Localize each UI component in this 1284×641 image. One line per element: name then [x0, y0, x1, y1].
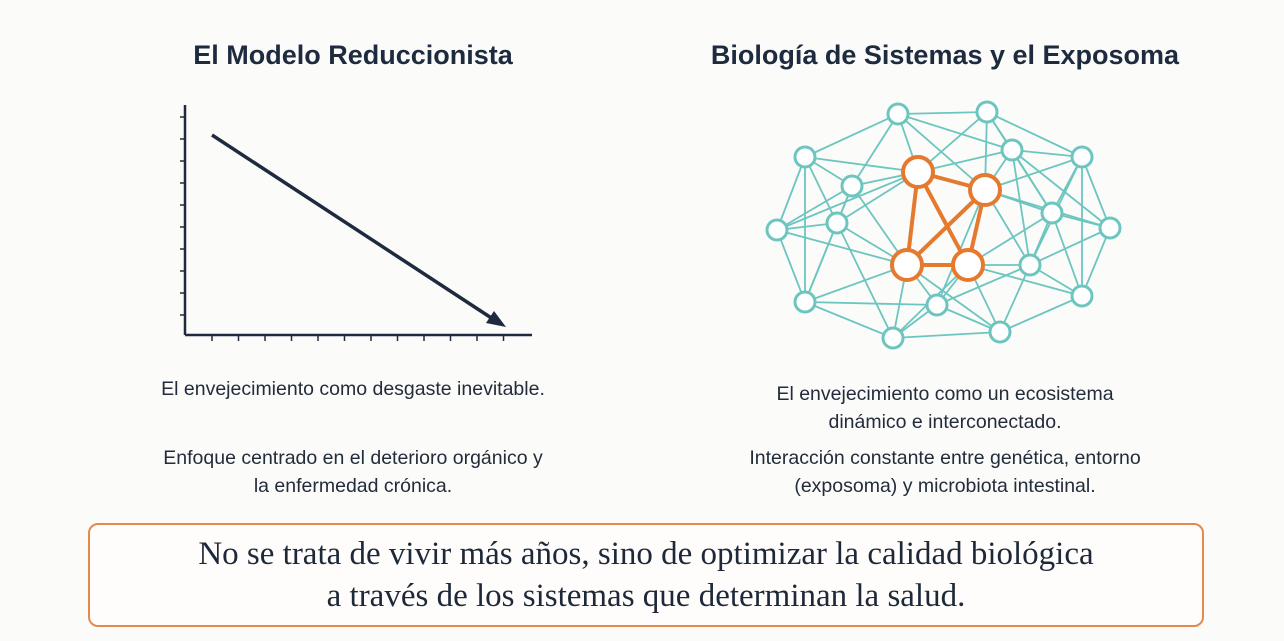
network-edge	[1081, 156, 1111, 229]
hub-edge	[905, 188, 987, 267]
network-edge	[1051, 212, 1083, 297]
systems-biology-desc-2: Interacción constante entre genética, en…	[749, 447, 1141, 497]
network-node	[793, 145, 817, 169]
hub-edge	[916, 171, 970, 266]
network-node	[765, 218, 789, 242]
network-edge	[906, 264, 1001, 333]
network-edge	[804, 185, 853, 303]
network-edge	[986, 111, 1083, 158]
network-edge	[897, 113, 1013, 151]
network-edge	[897, 111, 988, 115]
network-edge	[804, 264, 908, 303]
network-edge	[999, 264, 1031, 333]
network-node	[793, 290, 817, 314]
network-node	[825, 211, 849, 235]
network-edge	[851, 113, 899, 187]
hub-node	[951, 248, 985, 282]
reductionist-panel: El Modelo Reduccionista El envejecimient…	[0, 0, 642, 510]
hub-node	[968, 173, 1002, 207]
network-edge	[804, 156, 919, 173]
systems-biology-desc-1: El envejecimiento como un ecosistema din…	[776, 383, 1114, 433]
network-edge	[804, 301, 894, 339]
network-edge	[1029, 227, 1111, 266]
network-edge	[776, 185, 853, 231]
network-node	[975, 100, 999, 124]
network-edge	[804, 156, 838, 224]
network-edge	[804, 113, 899, 158]
network-node	[1040, 201, 1064, 225]
network-edge	[1081, 227, 1111, 297]
key-message-box: No se trata de vivir más años, sino de o…	[88, 523, 1204, 627]
network-edge	[892, 331, 1001, 339]
network-node	[988, 320, 1012, 344]
network-edge	[967, 264, 1083, 297]
network-edge	[1011, 149, 1083, 158]
network-node	[925, 293, 949, 317]
network-edge	[1011, 149, 1053, 214]
network-node	[1098, 216, 1122, 240]
reductionist-desc-2: Enfoque centrado en el deterioro orgánic…	[163, 447, 543, 497]
network-edge	[1011, 149, 1111, 229]
hub-node	[890, 248, 924, 282]
decline-line	[211, 133, 497, 323]
systems-biology-title: Biología de Sistemas y el Exposoma	[710, 40, 1180, 70]
network-node	[886, 102, 910, 126]
network-edge	[936, 189, 986, 306]
network-edge	[804, 301, 938, 306]
network-node	[1070, 284, 1094, 308]
network-graph-icon	[765, 100, 1122, 350]
key-message-text: No se trata de vivir más años, sino de o…	[198, 536, 1094, 614]
network-edge	[776, 171, 919, 231]
network-edge	[1011, 149, 1031, 266]
network-edge	[999, 295, 1083, 333]
arrow-head	[486, 311, 506, 327]
declining-line-chart-icon	[180, 105, 532, 341]
network-node	[840, 174, 864, 198]
network-edge	[776, 156, 806, 231]
hub-node	[901, 155, 935, 189]
network-edge	[776, 229, 806, 303]
reductionist-desc-1: El envejecimiento como desgaste inevitab…	[161, 378, 545, 400]
network-node	[1018, 253, 1042, 277]
network-edge	[836, 222, 894, 339]
network-edge	[984, 156, 1083, 191]
reductionist-title: El Modelo Reduccionista	[193, 40, 513, 70]
network-node	[881, 326, 905, 350]
network-node	[1000, 138, 1024, 162]
network-node	[1070, 145, 1094, 169]
network-edge	[776, 229, 908, 266]
systems-biology-panel: Biología de Sistemas y el Exposoma El en…	[710, 40, 1180, 497]
